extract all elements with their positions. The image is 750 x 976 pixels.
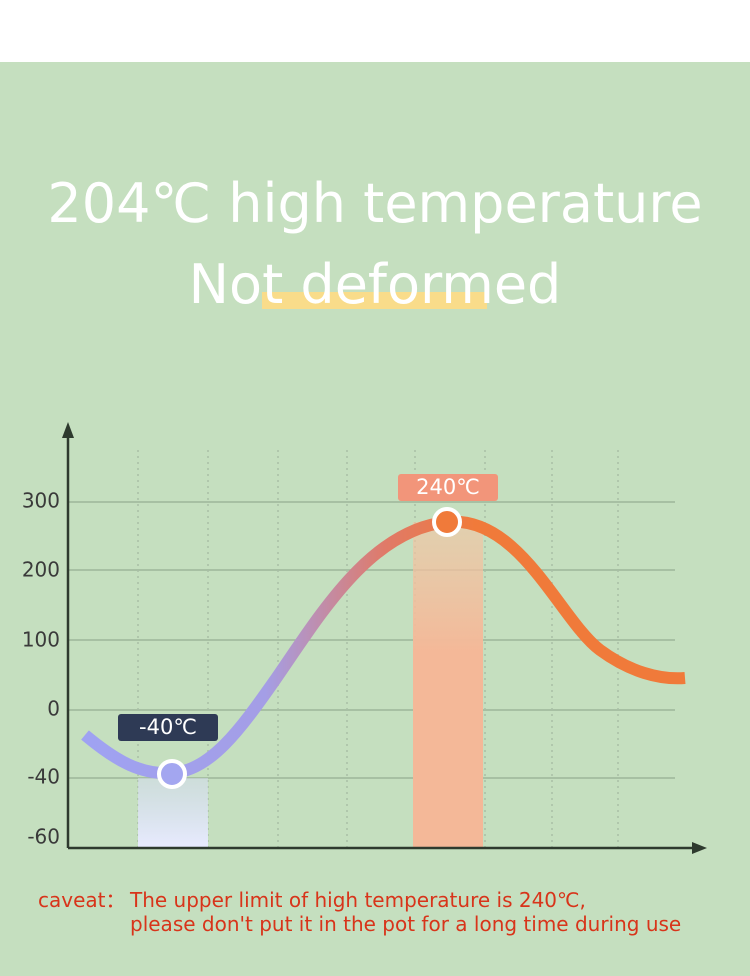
y-label: -40 bbox=[27, 765, 60, 789]
background bbox=[0, 62, 750, 976]
note-label: caveat： bbox=[38, 888, 126, 912]
low-label: -40℃ bbox=[139, 715, 197, 739]
low-point bbox=[157, 759, 187, 789]
high-bar bbox=[413, 522, 483, 848]
y-label: 0 bbox=[47, 697, 60, 721]
high-label: 240℃ bbox=[416, 475, 480, 499]
y-label: -60 bbox=[27, 825, 60, 849]
title: 204℃ high temperature bbox=[47, 172, 702, 235]
y-label: 100 bbox=[22, 628, 60, 652]
top-band bbox=[0, 0, 750, 62]
high-point bbox=[432, 507, 462, 537]
y-label: 200 bbox=[22, 558, 60, 582]
y-label: 300 bbox=[22, 489, 60, 513]
highlight bbox=[262, 292, 487, 309]
axes bbox=[62, 422, 707, 854]
low-bar bbox=[138, 778, 208, 848]
v-grid bbox=[137, 450, 619, 848]
high-tag bbox=[398, 474, 498, 501]
subtitle: Not deformed bbox=[189, 253, 562, 316]
note-line: The upper limit of high temperature is 2… bbox=[129, 888, 586, 912]
note-line: please don't put it in the pot for a lon… bbox=[130, 912, 681, 936]
low-tag bbox=[118, 714, 218, 741]
